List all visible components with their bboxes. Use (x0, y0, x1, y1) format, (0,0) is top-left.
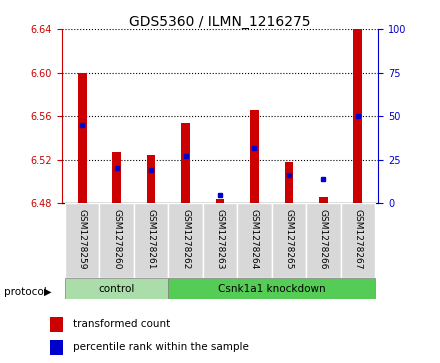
Bar (50, 339, 63, 355)
Bar (50, 317, 63, 332)
Text: GSM1278259: GSM1278259 (78, 209, 87, 270)
Bar (203, 203, 237, 278)
Text: transformed count: transformed count (73, 319, 171, 330)
Bar (271, 203, 306, 278)
Bar (147, 155, 155, 203)
Bar (306, 203, 341, 278)
Bar (181, 123, 190, 203)
Text: percentile rank within the sample: percentile rank within the sample (73, 342, 249, 352)
Text: GDS5360 / ILMN_1216275: GDS5360 / ILMN_1216275 (129, 15, 311, 29)
Bar (65, 278, 169, 299)
Text: GSM1278262: GSM1278262 (181, 209, 190, 270)
Bar (216, 199, 224, 203)
Bar (341, 203, 375, 278)
Text: protocol: protocol (4, 287, 47, 297)
Bar (169, 203, 203, 278)
Bar (169, 278, 375, 299)
Bar (65, 203, 99, 278)
Text: GSM1278265: GSM1278265 (284, 209, 293, 270)
Text: GSM1278266: GSM1278266 (319, 209, 328, 270)
Text: GSM1278261: GSM1278261 (147, 209, 156, 270)
Text: Csnk1a1 knockdown: Csnk1a1 knockdown (218, 284, 326, 294)
Text: GSM1278263: GSM1278263 (216, 209, 224, 270)
Bar (353, 0, 362, 203)
Text: GSM1278264: GSM1278264 (250, 209, 259, 270)
Bar (319, 197, 328, 203)
Bar (99, 203, 134, 278)
Bar (285, 162, 293, 203)
Text: GSM1278267: GSM1278267 (353, 209, 362, 270)
Bar (134, 203, 169, 278)
Text: ▶: ▶ (44, 287, 52, 297)
Bar (78, 73, 87, 203)
Bar (250, 110, 259, 203)
Text: GSM1278260: GSM1278260 (112, 209, 121, 270)
Text: control: control (99, 284, 135, 294)
Bar (112, 152, 121, 203)
Bar (237, 203, 271, 278)
